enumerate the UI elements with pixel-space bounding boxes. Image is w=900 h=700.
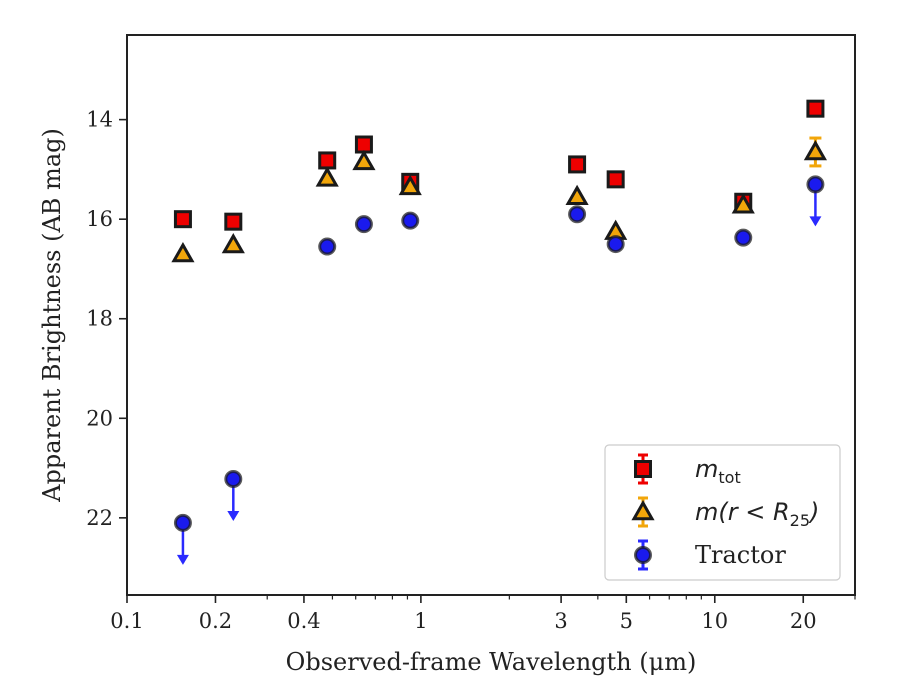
- triangle-point: [803, 139, 827, 161]
- circle-point: [354, 215, 373, 234]
- square-point: [173, 210, 192, 229]
- x-axis-label: Observed-frame Wavelength (μm): [286, 648, 697, 676]
- triangle-point: [315, 166, 339, 187]
- circle-point: [401, 211, 420, 230]
- upper-limit-arrowhead: [227, 511, 240, 522]
- square-point: [224, 212, 243, 231]
- y-tick-label: 16: [86, 207, 113, 231]
- triangle-point: [171, 241, 195, 263]
- x-tick-label: 3: [554, 609, 567, 633]
- x-tick-label: 1: [414, 609, 427, 633]
- x-tick-label: 20: [790, 609, 817, 633]
- upper-limit-arrowhead: [809, 216, 822, 227]
- x-tick-label: 0.2: [199, 609, 232, 633]
- legend-label: mtot: [695, 455, 741, 487]
- triangle-point: [731, 193, 755, 214]
- x-tick-label: 0.4: [287, 609, 320, 633]
- series-circle: [173, 175, 825, 565]
- triangle-point: [398, 174, 422, 196]
- circle-point: [224, 470, 243, 489]
- x-axis: 0.1 0.2 0.4 1 3 5 10 20: [110, 595, 856, 633]
- y-tick-label: 22: [86, 506, 113, 530]
- y-axis: 14 16 18 20 22: [86, 108, 127, 530]
- circle-point: [568, 205, 587, 224]
- y-axis-label: Apparent Brightness (AB mag): [38, 128, 66, 503]
- circle-point: [734, 228, 753, 247]
- y-tick-label: 14: [86, 108, 113, 132]
- triangle-point: [221, 233, 245, 254]
- legend-entry: mtot: [634, 453, 741, 487]
- legend-label: m(r < R25): [695, 498, 819, 530]
- legend-entry: Tractor: [634, 539, 786, 571]
- triangle-point: [565, 184, 589, 206]
- square-point: [318, 151, 337, 170]
- plot-frame: [126, 34, 856, 596]
- y-tick-label: 18: [86, 307, 113, 331]
- x-tick-label: 5: [620, 609, 633, 633]
- legend-circle-marker: [634, 546, 652, 564]
- square-point: [568, 155, 587, 174]
- series-square: [173, 99, 825, 231]
- y-tick-label: 20: [86, 406, 113, 430]
- x-tick-label: 0.1: [110, 609, 143, 633]
- series-triangle: [171, 136, 827, 263]
- circle-point: [173, 513, 192, 532]
- square-point: [806, 99, 825, 118]
- circle-point: [806, 175, 825, 194]
- square-point: [354, 135, 373, 154]
- square-point: [606, 170, 625, 189]
- triangle-point: [352, 149, 376, 171]
- legend-square-marker: [634, 460, 652, 478]
- legend: mtot m(r < R25) Tractor: [604, 444, 841, 581]
- circle-point: [606, 235, 625, 254]
- legend-entry: m(r < R25): [631, 496, 819, 530]
- circle-point: [318, 237, 337, 256]
- upper-limit-arrowhead: [176, 554, 189, 565]
- x-tick-label: 10: [701, 609, 728, 633]
- legend-box: [604, 444, 841, 581]
- legend-label: Tractor: [695, 541, 786, 569]
- data-marks: [171, 99, 827, 565]
- legend-triangle-marker: [631, 499, 655, 521]
